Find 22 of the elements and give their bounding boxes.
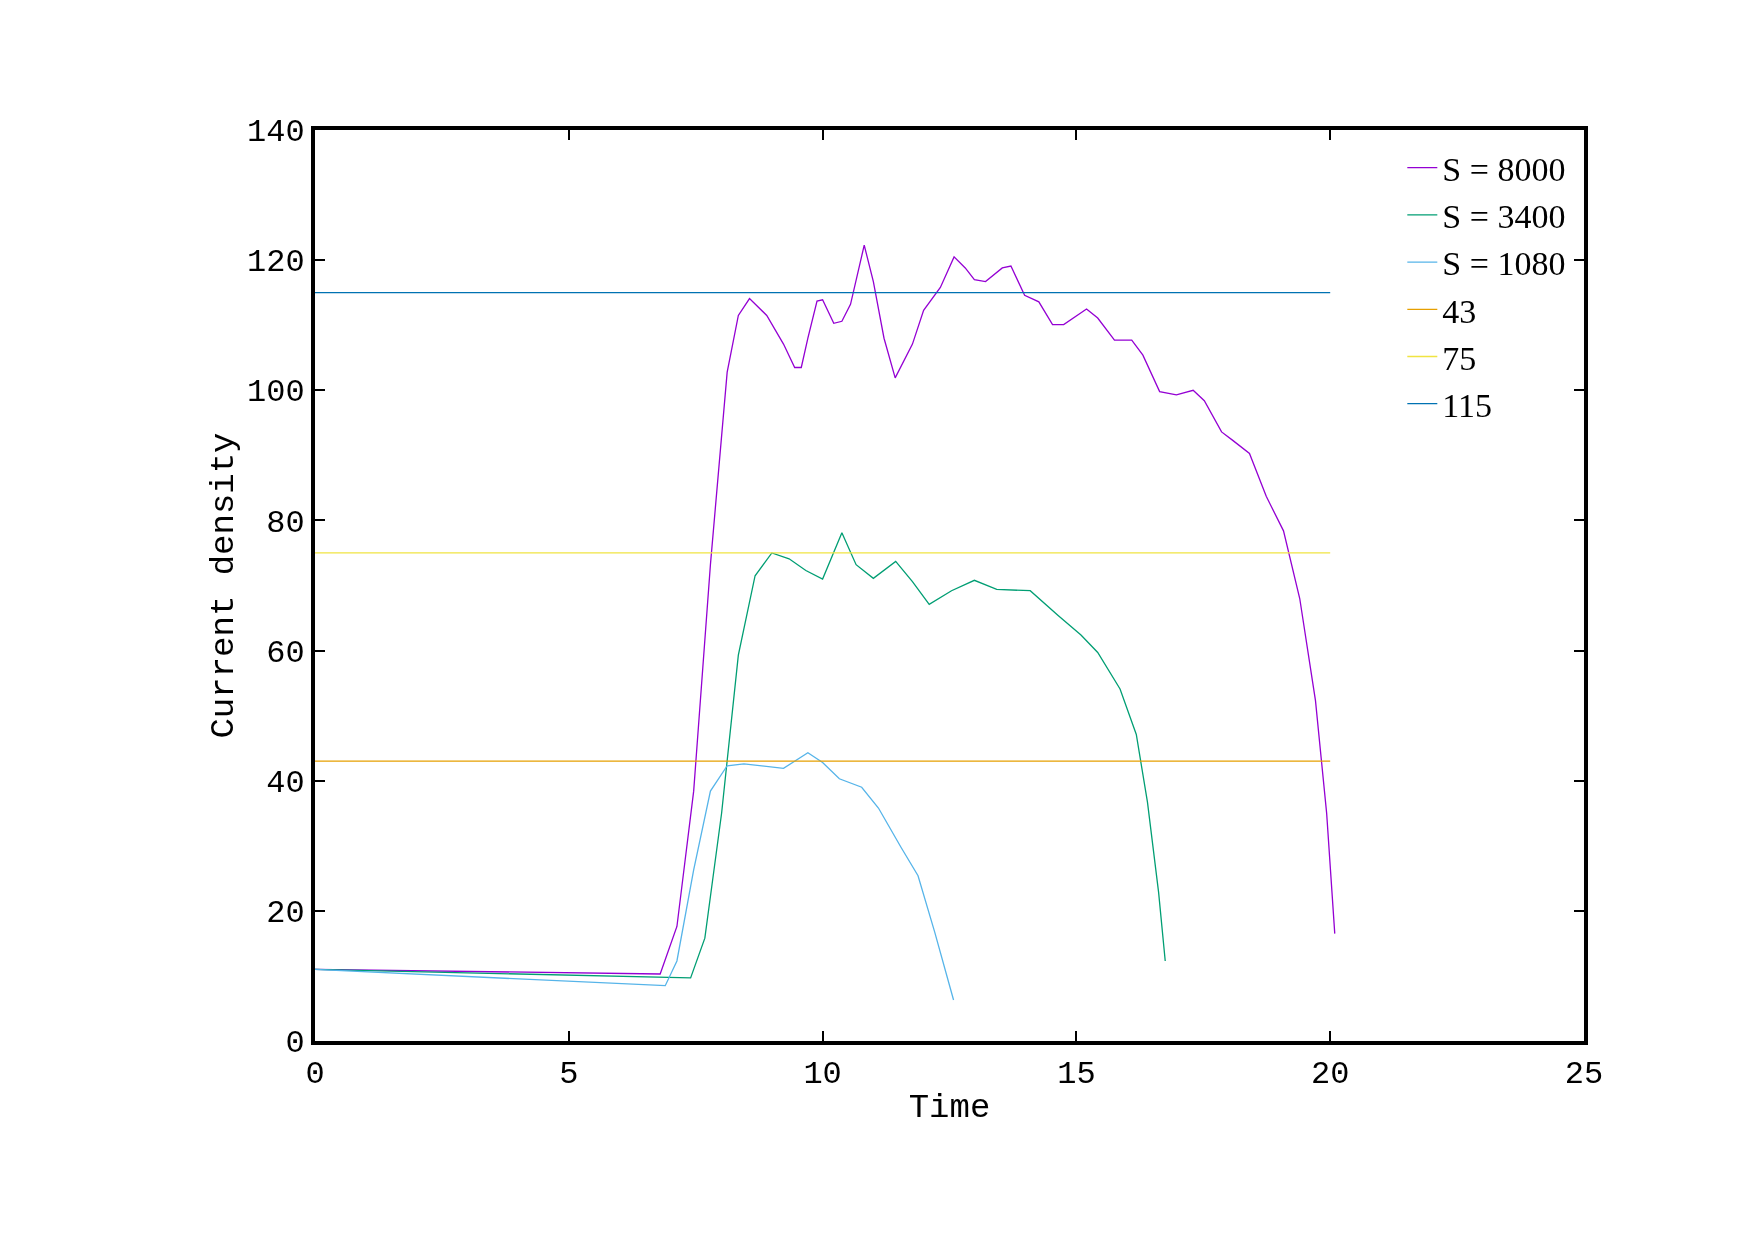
- x-tick-label: 25: [1564, 1056, 1604, 1094]
- y-tick-label: 60: [266, 634, 305, 672]
- y-tick-label: 40: [266, 764, 305, 802]
- legend-label: 115: [1442, 386, 1493, 424]
- x-axis-title: Time: [908, 1089, 991, 1128]
- legend-label: 43: [1442, 292, 1477, 330]
- legend-label: S = 1080: [1442, 245, 1566, 283]
- x-tick-label: 5: [559, 1056, 579, 1094]
- x-tick-label: 20: [1311, 1056, 1350, 1094]
- legend-label: S = 3400: [1442, 198, 1566, 236]
- line-series: [315, 752, 955, 1001]
- y-tick-label: 0: [285, 1025, 305, 1063]
- legend-label: S = 8000: [1442, 150, 1566, 188]
- y-tick-label: 80: [266, 504, 305, 542]
- y-tick-label: 140: [246, 114, 305, 152]
- legend-label: 75: [1442, 339, 1477, 377]
- x-tick-label: 15: [1057, 1056, 1096, 1094]
- x-tick-label: 10: [803, 1056, 842, 1094]
- y-axis-title: Current density: [205, 432, 244, 739]
- y-tick-label: 100: [246, 374, 305, 412]
- y-tick-label: 20: [266, 895, 305, 933]
- y-tick-label: 120: [246, 244, 305, 282]
